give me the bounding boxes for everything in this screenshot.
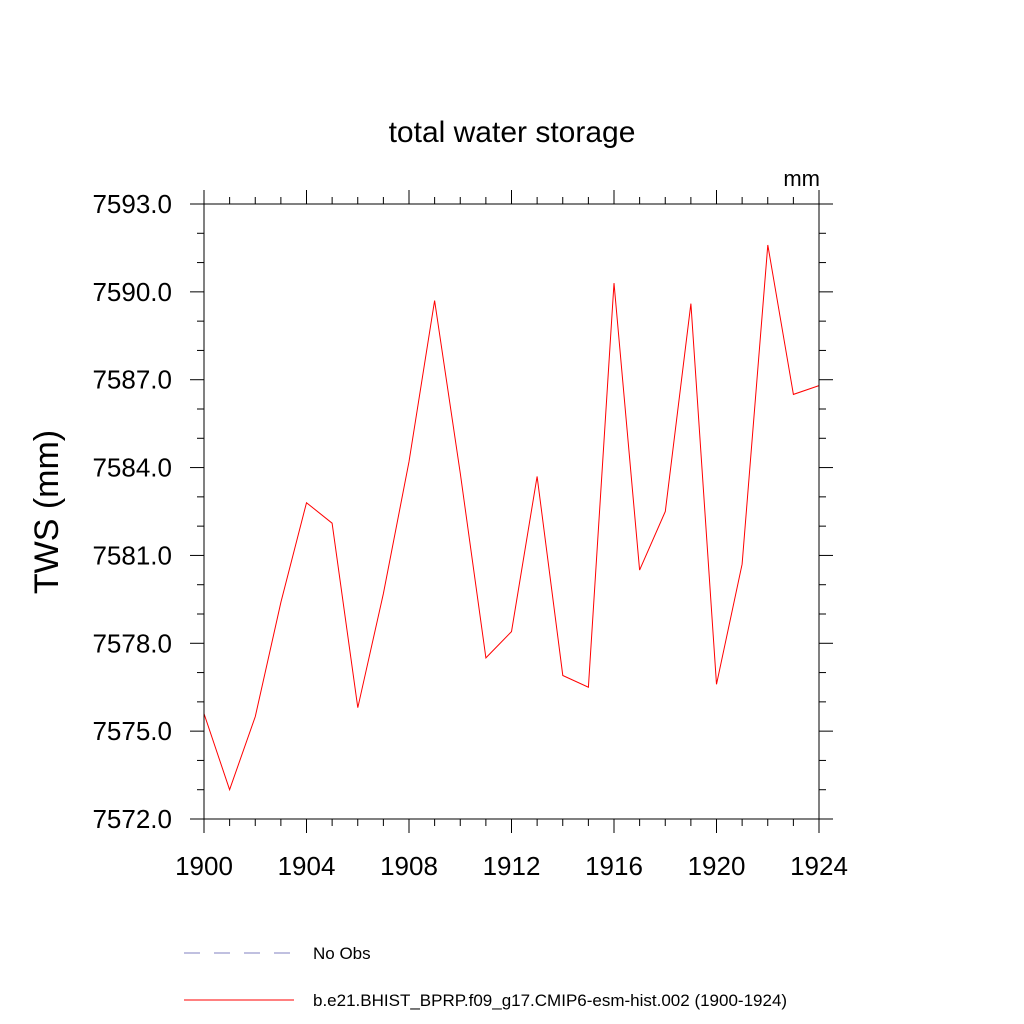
y-tick-label: 7581.0 bbox=[92, 540, 172, 570]
x-tick-label: 1904 bbox=[278, 851, 336, 881]
axis-ticks bbox=[190, 190, 833, 833]
x-tick-label: 1916 bbox=[585, 851, 643, 881]
y-tick-label: 7593.0 bbox=[92, 189, 172, 219]
y-tick-label: 7587.0 bbox=[92, 365, 172, 395]
legend-label-model-run: b.e21.BHIST_BPRP.f09_g17.CMIP6-esm-hist.… bbox=[313, 991, 787, 1010]
units-label: mm bbox=[783, 166, 820, 191]
series-layer bbox=[203, 244, 820, 792]
y-tick-label: 7578.0 bbox=[92, 628, 172, 658]
legend-label-no-obs: No Obs bbox=[313, 944, 371, 963]
x-tick-label: 1924 bbox=[790, 851, 848, 881]
legend: No Obs b.e21.BHIST_BPRP.f09_g17.CMIP6-es… bbox=[184, 944, 787, 1010]
series-line-1 bbox=[203, 244, 820, 792]
x-tick-label: 1908 bbox=[380, 851, 438, 881]
x-tick-label: 1900 bbox=[175, 851, 233, 881]
x-tick-label: 1912 bbox=[483, 851, 541, 881]
chart-title: total water storage bbox=[389, 116, 636, 149]
y-tick-label: 7590.0 bbox=[92, 277, 172, 307]
axis-tick-labels: 1900 1904 1908 1912 1916 1920 1924 7572.0 7575.0… bbox=[92, 189, 847, 881]
y-tick-label: 7572.0 bbox=[92, 804, 172, 834]
y-tick-label: 7575.0 bbox=[92, 716, 172, 746]
y-tick-label: 7584.0 bbox=[92, 453, 172, 483]
y-axis-label: TWS (mm) bbox=[28, 430, 66, 594]
x-tick-label: 1920 bbox=[688, 851, 746, 881]
plot-frame bbox=[203, 203, 820, 820]
